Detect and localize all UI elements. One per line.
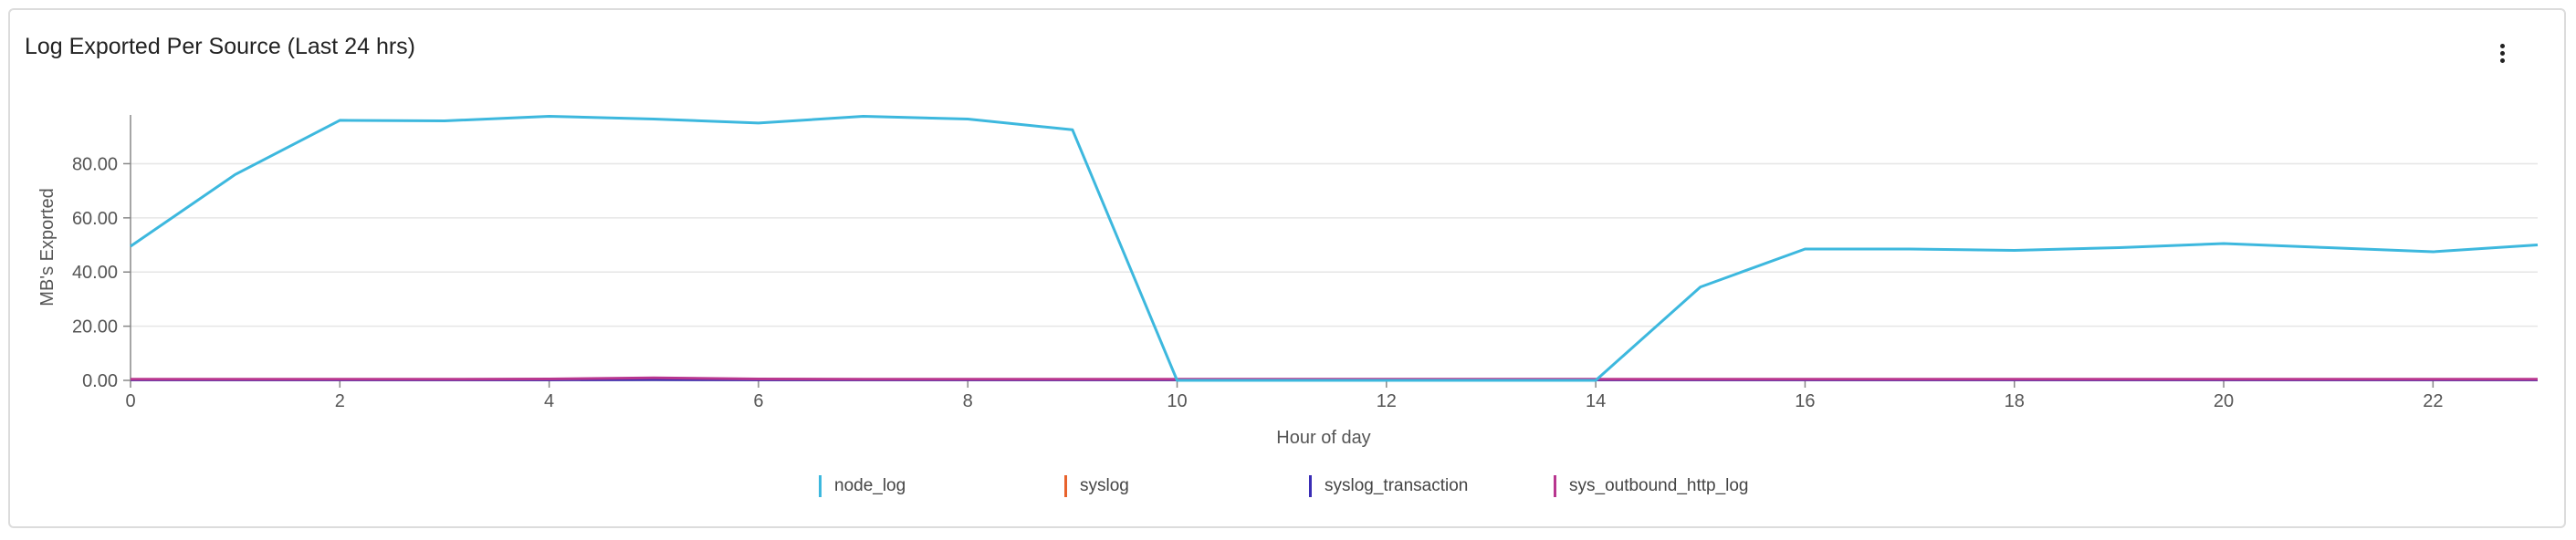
y-tick-label: 80.00 <box>72 154 118 174</box>
x-tick-label: 6 <box>753 391 763 411</box>
y-tick-label: 40.00 <box>72 263 118 283</box>
y-axis-label: MB's Exported <box>37 188 58 306</box>
x-tick-label: 8 <box>963 391 973 411</box>
x-tick-label: 20 <box>2214 391 2234 411</box>
x-tick-label: 0 <box>125 391 135 411</box>
kebab-dot <box>2500 51 2505 56</box>
legend-swatch <box>1064 475 1067 497</box>
legend-label: node_log <box>834 476 906 495</box>
y-tick-label: 0.00 <box>82 371 118 391</box>
legend-label: sys_outbound_http_log <box>1569 476 1749 495</box>
kebab-dot <box>2500 58 2505 63</box>
x-tick-label: 18 <box>2005 391 2025 411</box>
legend-swatch <box>819 475 822 497</box>
y-axis-ticks: 0.00 20.00 40.00 60.00 80.00 <box>72 154 131 391</box>
series-line-node-log <box>130 115 2539 382</box>
x-tick-label: 16 <box>1795 391 1815 411</box>
x-tick-label: 2 <box>335 391 345 411</box>
series-lines <box>130 115 2539 382</box>
axes <box>130 115 2538 381</box>
y-tick-label: 20.00 <box>72 317 118 338</box>
x-tick-label: 22 <box>2423 391 2443 411</box>
legend-label: syslog_transaction <box>1325 476 1469 495</box>
kebab-dot <box>2500 44 2505 48</box>
x-axis-label: Hour of day <box>1276 428 1370 448</box>
x-axis-ticks: 0 2 4 6 8 10 12 14 16 18 20 22 <box>125 380 2443 411</box>
legend-label: syslog <box>1080 476 1129 495</box>
x-tick-label: 12 <box>1377 391 1397 411</box>
legend-swatch <box>1554 475 1556 497</box>
x-tick-label: 4 <box>544 391 554 411</box>
chart-title: Log Exported Per Source (Last 24 hrs) <box>25 34 416 59</box>
more-vertical-icon[interactable] <box>2495 40 2509 68</box>
x-tick-label: 14 <box>1586 391 1606 411</box>
grid-lines <box>131 162 2538 381</box>
x-tick-label: 10 <box>1167 391 1187 411</box>
chart-card <box>8 8 2566 528</box>
legend-swatch <box>1309 475 1312 497</box>
y-tick-label: 60.00 <box>72 209 118 229</box>
